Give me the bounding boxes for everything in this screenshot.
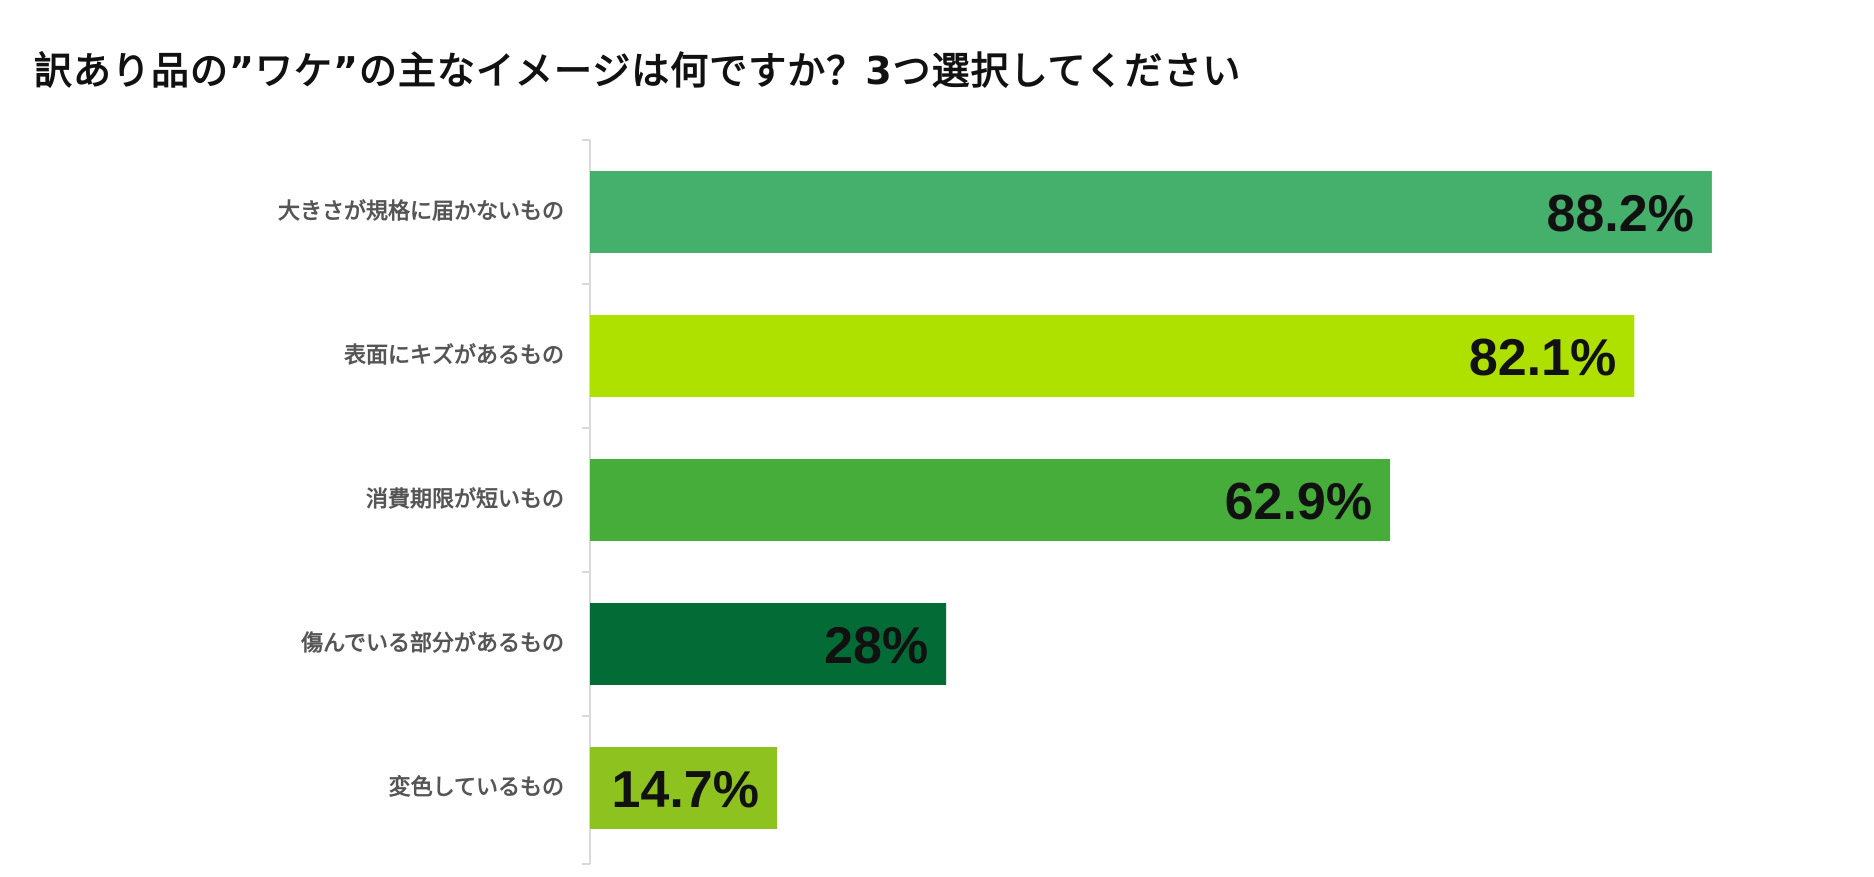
value-label: 28% bbox=[824, 617, 928, 675]
category-labels: 大きさが規格に届かないもの表面にキズがあるもの消費期限が短いもの傷んでいる部分が… bbox=[278, 199, 564, 801]
bar bbox=[590, 603, 947, 685]
category-label: 表面にキズがあるもの bbox=[344, 343, 564, 369]
category-label: 消費期限が短いもの bbox=[366, 487, 564, 513]
chart-title: 訳あり品の”ワケ”の主なイメージは何ですか？3つ選択してください bbox=[34, 49, 1242, 93]
value-label: 62.9% bbox=[1225, 473, 1372, 531]
value-label: 14.7% bbox=[612, 761, 759, 819]
value-label: 88.2% bbox=[1546, 185, 1693, 243]
category-label: 変色しているもの bbox=[389, 775, 564, 801]
bar bbox=[590, 747, 777, 829]
category-label: 大きさが規格に届かないもの bbox=[278, 199, 564, 225]
bars-group bbox=[590, 171, 1712, 829]
value-label: 82.1% bbox=[1469, 329, 1616, 387]
y-axis-ticks bbox=[582, 139, 590, 865]
category-label: 傷んでいる部分があるもの bbox=[300, 631, 564, 657]
bar bbox=[590, 459, 1391, 541]
bar bbox=[590, 171, 1712, 253]
value-labels: 88.2% 82.1% 62.9% 28% 14.7% bbox=[612, 185, 1694, 819]
bar bbox=[590, 315, 1635, 397]
